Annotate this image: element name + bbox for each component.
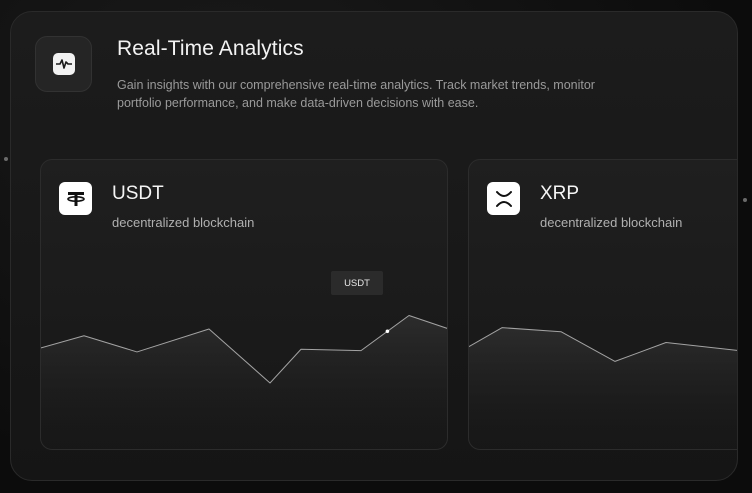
coin-name: XRP bbox=[540, 183, 580, 204]
xrp-trend-chart bbox=[469, 327, 737, 449]
xrp-icon bbox=[487, 182, 520, 215]
usdt-trend-chart bbox=[41, 315, 447, 449]
coin-card-xrp[interactable]: XRP decentralized blockchain bbox=[468, 159, 737, 450]
chart-area bbox=[469, 327, 737, 449]
activity-pulse-icon bbox=[52, 53, 75, 75]
tether-icon bbox=[59, 182, 92, 215]
coin-name: USDT bbox=[112, 183, 164, 204]
chart-line bbox=[41, 315, 447, 384]
section-title: Real-Time Analytics bbox=[117, 37, 304, 60]
chart-area bbox=[41, 315, 447, 449]
coin-description: decentralized blockchain bbox=[540, 215, 683, 230]
analytics-card: Real-Time Analytics Gain insights with o… bbox=[10, 11, 738, 481]
chart-tooltip: USDT bbox=[331, 271, 383, 295]
header-icon-container bbox=[35, 36, 92, 92]
section-description: Gain insights with our comprehensive rea… bbox=[117, 78, 595, 110]
coin-card-usdt[interactable]: USDT decentralized blockchain USDT bbox=[40, 159, 448, 450]
chart-hover-point[interactable] bbox=[385, 329, 390, 334]
coin-description: decentralized blockchain bbox=[112, 215, 255, 230]
decorative-dot bbox=[743, 198, 747, 202]
chart-line bbox=[469, 327, 737, 362]
decorative-dot bbox=[4, 157, 8, 161]
